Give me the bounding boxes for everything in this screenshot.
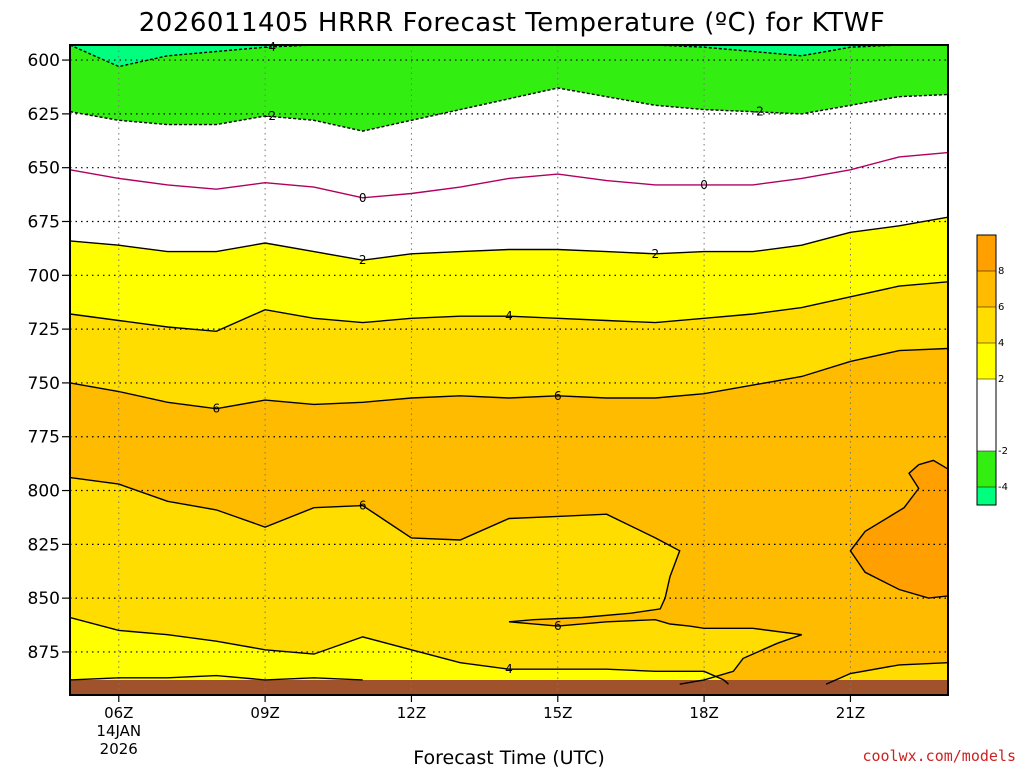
x-tick-label: 09Z [250, 704, 279, 722]
contour-line [70, 281, 948, 333]
colorbar-swatch [977, 271, 996, 307]
x-tick-label: 06Z [104, 704, 133, 722]
x-tick-label: 12Z [397, 704, 426, 722]
colorbar-tick-label: 4 [998, 338, 1004, 349]
y-tick-label: 650 [28, 159, 60, 179]
colorbar-tick-label: 8 [998, 266, 1004, 277]
contour-line [70, 476, 802, 685]
y-tick-label: 625 [28, 105, 60, 125]
contour-line [70, 674, 363, 681]
y-axis-ticks: 600 625 650 675 700 725 750 775 800 825 850 875 [28, 51, 70, 663]
contour-label: 0 [700, 178, 708, 192]
contour-line [849, 459, 948, 599]
band-eight-plus [850, 460, 948, 599]
y-tick-label: 675 [28, 212, 60, 232]
chart-title: 2026011405 HRRR Forecast Temperature (ºC… [139, 8, 886, 38]
contour-labels: -4 -2 -2 0 0 2 2 4 6 6 6 6 4 [213, 40, 764, 676]
contour-label: 6 [554, 389, 562, 403]
band-four-to-six-low [70, 477, 802, 695]
contour-label: 6 [213, 402, 221, 416]
contour-line [70, 616, 729, 685]
colorbar-legend: 8 6 4 2 -2 -4 [976, 234, 1008, 506]
credit-text: coolwx.com/models [862, 747, 1016, 765]
colorbar-tick-label: 6 [998, 302, 1004, 313]
x-tick-label: 15Z [543, 704, 572, 722]
colorbar-tick-label: -2 [998, 446, 1008, 457]
colorbar-tick-label: -4 [998, 482, 1008, 493]
contour-line [70, 45, 900, 68]
x-tick-label: 21Z [836, 704, 865, 722]
x-tick-date: 14JAN [96, 722, 141, 740]
ground-terrain [70, 680, 948, 695]
contour-label: 0 [359, 191, 367, 205]
x-axis-label: Forecast Time (UTC) [413, 747, 604, 768]
contour-label: 6 [554, 619, 562, 633]
contour-label: -2 [752, 105, 764, 119]
contour-line [70, 87, 948, 132]
colorbar-frame [976, 234, 997, 506]
colorbar-tick-label: 2 [998, 374, 1004, 385]
contour-line [70, 216, 948, 261]
y-tick-label: 850 [28, 589, 60, 609]
contour-label: 2 [652, 247, 660, 261]
band-minus-two [70, 45, 948, 132]
contour-label: 4 [505, 662, 513, 676]
contour-line [70, 151, 948, 199]
colorbar-swatch [977, 343, 996, 379]
grid-lines [70, 45, 948, 695]
colorbar-swatch [977, 307, 996, 343]
band-minus-four [70, 45, 900, 67]
y-tick-label: 725 [28, 320, 60, 340]
y-tick-label: 600 [28, 51, 60, 71]
colorbar-swatch [977, 487, 996, 505]
plot-frame [69, 44, 949, 696]
contour-label: -2 [264, 109, 276, 123]
contour-label: 6 [359, 499, 367, 513]
band-two-to-four-low [70, 617, 729, 695]
x-tick-year: 2026 [100, 740, 138, 758]
x-tick-label: 18Z [689, 704, 718, 722]
contour-lines [70, 45, 948, 685]
y-tick-label: 750 [28, 374, 60, 394]
y-tick-label: 700 [28, 266, 60, 286]
colorbar-swatch [977, 415, 996, 451]
contour-label: 4 [505, 309, 513, 323]
plot-area [70, 45, 948, 695]
y-tick-label: 800 [28, 482, 60, 502]
contour-label: -4 [264, 40, 276, 54]
contour-line [825, 662, 948, 685]
colorbar-swatch [977, 451, 996, 487]
y-tick-label: 825 [28, 535, 60, 555]
colorbar-swatch [977, 379, 996, 415]
contour-line [70, 347, 948, 410]
contour-label: 2 [359, 253, 367, 267]
colorbar-swatch [977, 235, 996, 271]
y-tick-label: 775 [28, 428, 60, 448]
y-tick-label: 875 [28, 643, 60, 663]
